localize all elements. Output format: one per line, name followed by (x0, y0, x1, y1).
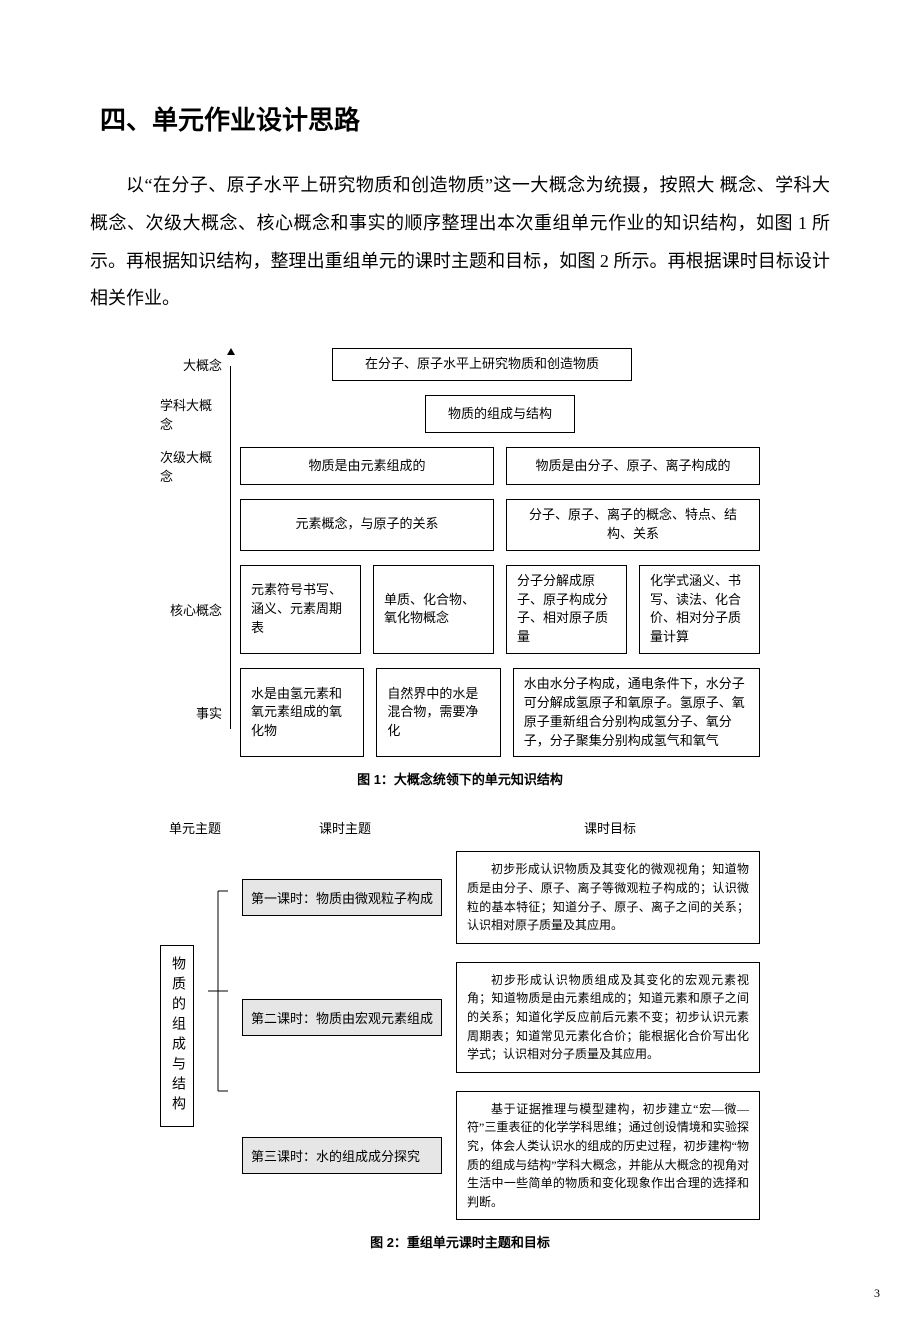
lesson-2-target: 初步形成认识物质组成及其变化的宏观元素视角；知道物质是由元素组成的；知道元素和原… (456, 962, 760, 1073)
col-header-unit: 单元主题 (160, 818, 230, 837)
level-label-core-concept: 核心概念 (160, 565, 240, 654)
level-label-big-concept: 大概念 (160, 348, 240, 381)
figure-2-caption: 图 2：重组单元课时主题和目标 (90, 1232, 830, 1251)
box-expand-b: 分子、原子、离子的概念、特点、结构、关系 (506, 499, 760, 551)
level-label-fact: 事实 (160, 668, 240, 757)
box-subject-concept: 物质的组成与结构 (425, 395, 575, 433)
section-heading: 四、单元作业设计思路 (90, 100, 830, 137)
box-fact-b: 自然界中的水是混合物，需要净化 (376, 668, 500, 757)
page-number: 3 (874, 1286, 880, 1301)
lesson-3-target: 基于证据推理与模型建构，初步建立“宏—微—符”三重表征的化学学科思维；通过创设情… (456, 1091, 760, 1221)
col-header-lesson: 课时主题 (230, 818, 460, 837)
figure-1-caption: 图 1：大概念统领下的单元知识结构 (90, 769, 830, 788)
figure-1-diagram: 大概念 在分子、原子水平上研究物质和创造物质 学科大概念 物质的组成与结构 次级… (160, 348, 760, 757)
intro-paragraph: 以“在分子、原子水平上研究物质和创造物质”这一大概念为统摄，按照大 概念、学科大… (90, 167, 830, 318)
lesson-3-title: 第三课时：水的组成成分探究 (242, 1137, 442, 1174)
box-core-d: 化学式涵义、书写、读法、化合价、相对分子质量计算 (639, 565, 760, 654)
box-fact-a: 水是由氢元素和氧元素组成的氧化物 (240, 668, 364, 757)
lesson-1-title: 第一课时：物质由微观粒子构成 (242, 879, 442, 916)
box-core-a: 元素符号书写、涵义、元素周期表 (240, 565, 361, 654)
box-core-c: 分子分解成原子、原子构成分子、相对原子质量 (506, 565, 627, 654)
box-sub-a: 物质是由元素组成的 (240, 447, 494, 485)
box-big-concept: 在分子、原子水平上研究物质和创造物质 (332, 348, 632, 381)
box-fact-c: 水由水分子构成，通电条件下，水分子可分解成氢原子和氧原子。氢原子、氧原子重新组合… (513, 668, 760, 757)
figure-2-diagram: 单元主题 课时主题 课时目标 物质的组成与结构 第一课时：物质由微观粒子构成 初… (160, 818, 760, 1220)
box-core-b: 单质、化合物、氧化物概念 (373, 565, 494, 654)
lesson-2-title: 第二课时：物质由宏观元素组成 (242, 999, 442, 1036)
branch-connector (208, 851, 228, 1131)
unit-theme-box: 物质的组成与结构 (160, 945, 194, 1127)
level-label-sub-concept: 次级大概念 (160, 447, 240, 485)
box-expand-a: 元素概念，与原子的关系 (240, 499, 494, 551)
level-label-subject-concept: 学科大概念 (160, 395, 240, 433)
lesson-1-target: 初步形成认识物质及其变化的微观视角；知道物质是由分子、原子、离子等微观粒子构成的… (456, 851, 760, 943)
col-header-target: 课时目标 (460, 818, 760, 837)
box-sub-b: 物质是由分子、原子、离子构成的 (506, 447, 760, 485)
